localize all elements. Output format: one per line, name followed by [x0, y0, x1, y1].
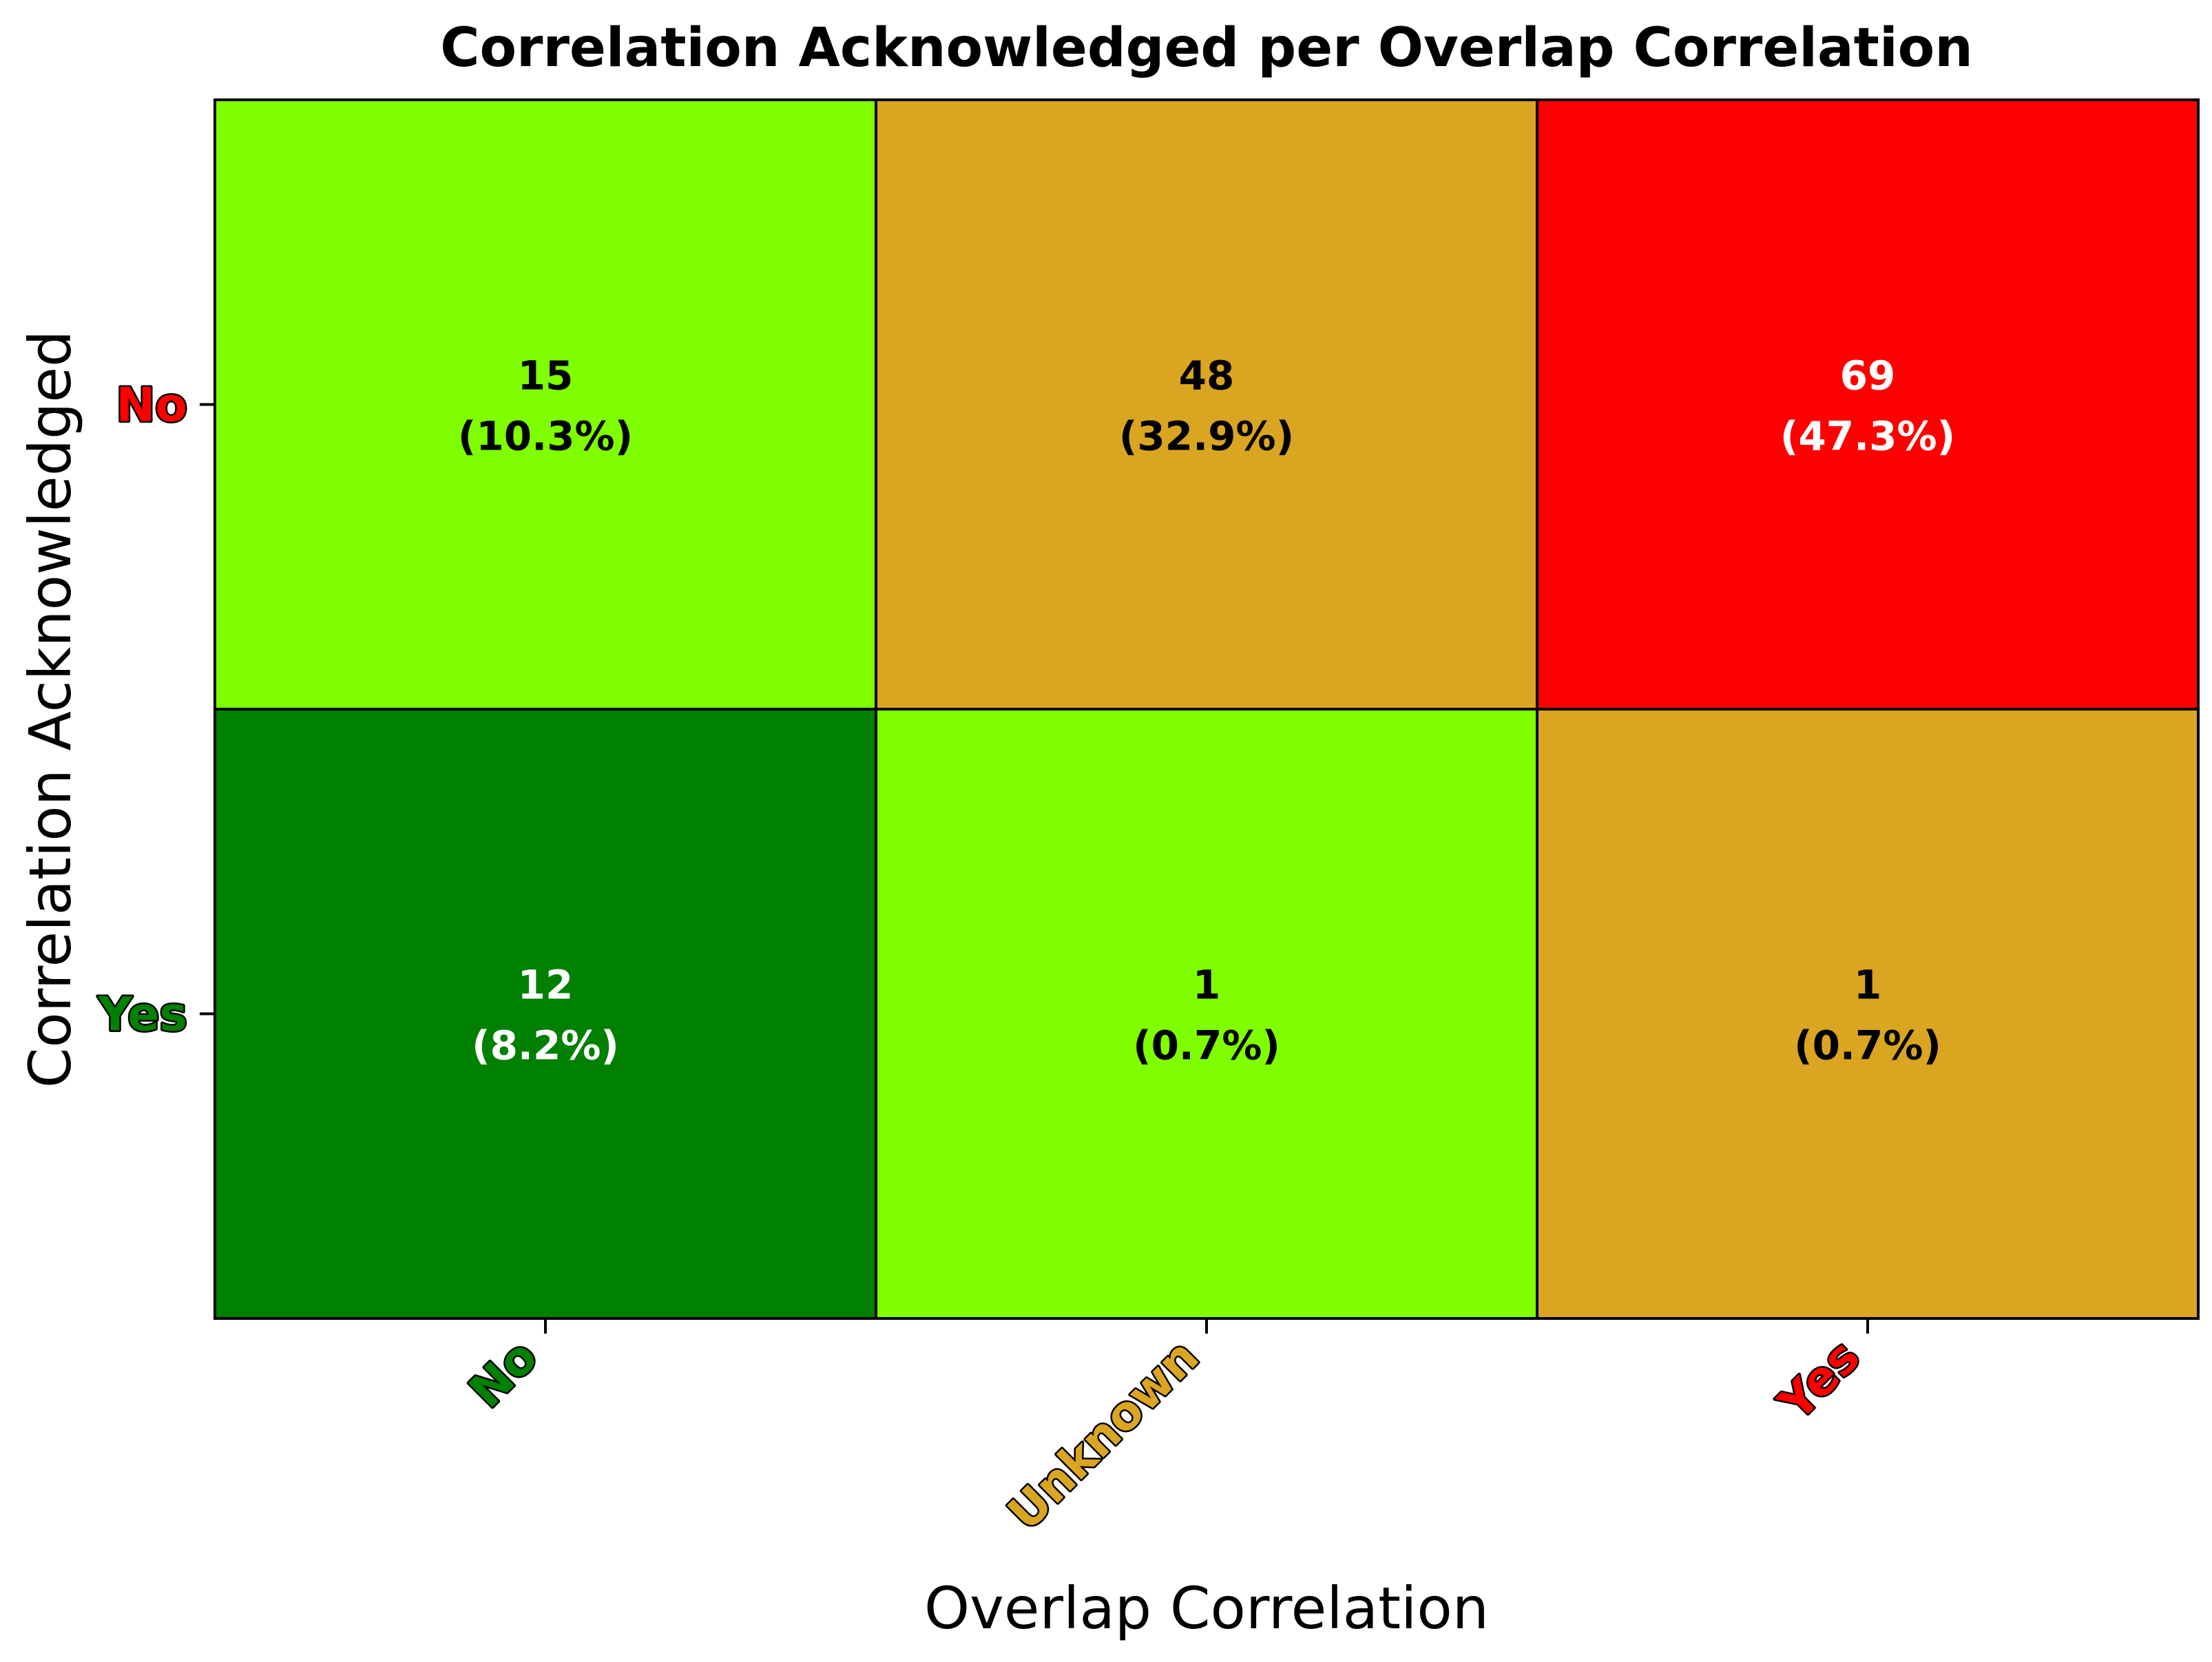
heatmap-cells	[213, 98, 2200, 1320]
heatmap-cell	[875, 708, 1538, 1320]
x-tick-label: No	[459, 1329, 548, 1418]
x-axis-label: Overlap Correlation	[924, 1575, 1489, 1642]
chart-title: Correlation Acknowledged per Overlap Cor…	[440, 17, 1973, 79]
cell-count-label: 12	[518, 962, 574, 1009]
heatmap-cell-labels: 15 (10.3%) 48 (32.9%) 69 (47.3%) 12 (8.2%) 1 (0.7…	[458, 353, 1955, 1069]
x-tick-label: Unknown	[998, 1329, 1209, 1541]
x-axis-ticks: No Unknown Yes	[457, 1318, 1872, 1543]
y-tick-label: Yes	[97, 988, 187, 1042]
y-axis-label: Correlation Acknowledged	[17, 330, 84, 1088]
cell-count-label: 1	[1193, 962, 1220, 1009]
cell-percent-label: (47.3%)	[1780, 413, 1955, 460]
heatmap-cell	[213, 708, 877, 1320]
x-tick-label: Yes	[1768, 1329, 1870, 1431]
cell-percent-label: (10.3%)	[458, 413, 633, 460]
cell-percent-label: (32.9%)	[1119, 413, 1294, 460]
heatmap-cell	[1536, 98, 2200, 711]
heatmap-cell	[1536, 708, 2200, 1320]
cell-percent-label: (0.7%)	[1133, 1022, 1280, 1069]
cell-count-label: 69	[1840, 353, 1896, 399]
y-axis-ticks: No Yes	[96, 377, 215, 1044]
cell-percent-label: (0.7%)	[1794, 1022, 1941, 1069]
heatmap-cell	[875, 98, 1538, 711]
cell-percent-label: (8.2%)	[472, 1022, 619, 1069]
cell-count-label: 15	[518, 353, 574, 399]
y-tick-label: No	[116, 379, 187, 433]
cell-count-label: 1	[1854, 962, 1881, 1009]
cell-count-label: 48	[1179, 353, 1235, 399]
heatmap-cell	[213, 98, 877, 711]
